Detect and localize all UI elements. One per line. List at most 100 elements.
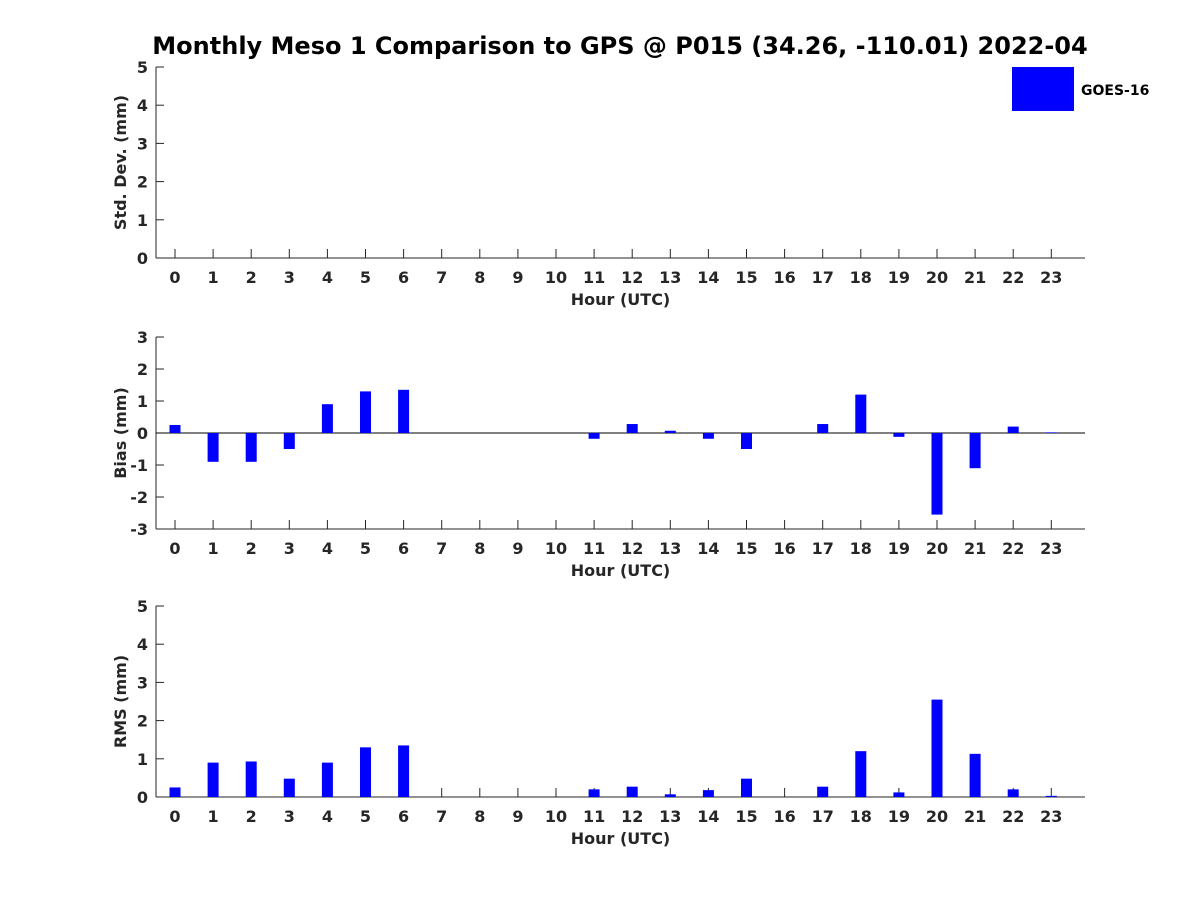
x-tick-label: 13: [659, 807, 681, 826]
x-tick-label: 6: [398, 807, 409, 826]
bar: [321, 404, 333, 433]
x-tick-label: 23: [1040, 539, 1062, 558]
bar: [207, 762, 219, 797]
x-axis-label: Hour (UTC): [571, 829, 671, 848]
y-tick-label: -2: [130, 488, 148, 507]
x-tick-label: 0: [169, 268, 180, 287]
x-tick-label: 2: [246, 268, 257, 287]
x-tick-label: 3: [284, 268, 295, 287]
x-tick-label: 17: [812, 268, 834, 287]
x-tick-label: 22: [1002, 807, 1024, 826]
x-tick-label: 21: [964, 268, 986, 287]
x-tick-label: 9: [512, 268, 523, 287]
x-tick-label: 21: [964, 539, 986, 558]
bars: [169, 389, 1057, 515]
x-axis-label: Hour (UTC): [571, 561, 671, 580]
x-tick-label: 14: [697, 539, 719, 558]
bar: [321, 762, 333, 797]
bar: [245, 433, 257, 462]
y-tick-label: 2: [137, 173, 148, 192]
bar: [817, 786, 829, 797]
legend-swatch: [1012, 67, 1074, 111]
bars: [169, 699, 1057, 797]
x-tick-label: 7: [436, 807, 447, 826]
x-tick-label: 20: [926, 807, 948, 826]
x-tick-label: 4: [322, 268, 333, 287]
x-tick-label: 2: [246, 807, 257, 826]
y-tick-label: 2: [137, 360, 148, 379]
bar: [626, 786, 638, 797]
x-tick-label: 12: [621, 268, 643, 287]
bar: [893, 433, 905, 437]
x-tick-label: 19: [888, 268, 910, 287]
x-tick-label: 12: [621, 539, 643, 558]
legend-label: GOES-16: [1081, 83, 1149, 99]
x-tick-label: 18: [850, 539, 872, 558]
bar: [169, 787, 181, 797]
y-tick-label: 1: [137, 750, 148, 769]
bar: [1045, 432, 1057, 433]
x-tick-label: 7: [436, 539, 447, 558]
y-tick-label: -1: [130, 456, 148, 475]
x-tick-label: 6: [398, 539, 409, 558]
x-tick-label: 3: [284, 807, 295, 826]
x-tick-label: 10: [545, 268, 567, 287]
bar: [702, 433, 714, 439]
x-tick-label: 21: [964, 807, 986, 826]
x-tick-label: 5: [360, 807, 371, 826]
x-tick-label: 3: [284, 539, 295, 558]
x-tick-label: 12: [621, 807, 643, 826]
y-tick-label: 3: [137, 328, 148, 347]
y-tick-label: 4: [137, 635, 148, 654]
y-axis-label: RMS (mm): [111, 655, 130, 748]
bar: [931, 433, 943, 515]
x-tick-label: 9: [512, 539, 523, 558]
bar: [360, 391, 371, 433]
x-tick-label: 7: [436, 268, 447, 287]
x-tick-label: 22: [1002, 539, 1024, 558]
bar: [283, 433, 295, 449]
x-tick-label: 16: [773, 807, 795, 826]
y-tick-label: 2: [137, 712, 148, 731]
x-tick-label: 15: [735, 807, 757, 826]
bar: [969, 433, 981, 469]
bar: [1007, 426, 1019, 433]
bar: [817, 424, 829, 433]
x-tick-label: 16: [773, 539, 795, 558]
y-axis-label: Bias (mm): [111, 387, 130, 479]
bar: [398, 389, 410, 433]
x-tick-label: 15: [735, 539, 757, 558]
y-axis-label: Std. Dev. (mm): [111, 95, 130, 230]
x-tick-label: 13: [659, 539, 681, 558]
bar: [588, 433, 600, 439]
bar: [283, 778, 295, 797]
x-tick-label: 1: [208, 268, 219, 287]
y-tick-label: 0: [137, 424, 148, 443]
x-tick-label: 22: [1002, 268, 1024, 287]
y-tick-label: -3: [130, 520, 148, 539]
x-tick-label: 17: [812, 807, 834, 826]
bar: [855, 394, 867, 433]
bar: [969, 753, 981, 797]
x-tick-label: 10: [545, 539, 567, 558]
x-tick-label: 23: [1040, 807, 1062, 826]
x-tick-label: 4: [322, 807, 333, 826]
x-tick-label: 8: [474, 268, 485, 287]
bar: [245, 761, 257, 797]
bar: [626, 424, 638, 433]
bar: [1045, 795, 1057, 797]
x-tick-label: 10: [545, 807, 567, 826]
x-tick-label: 18: [850, 807, 872, 826]
bar: [664, 794, 676, 797]
bar: [855, 751, 867, 797]
x-tick-label: 4: [322, 539, 333, 558]
x-tick-label: 13: [659, 268, 681, 287]
x-tick-label: 5: [360, 268, 371, 287]
bar: [207, 433, 219, 462]
y-tick-label: 0: [137, 788, 148, 807]
bar: [588, 789, 600, 797]
